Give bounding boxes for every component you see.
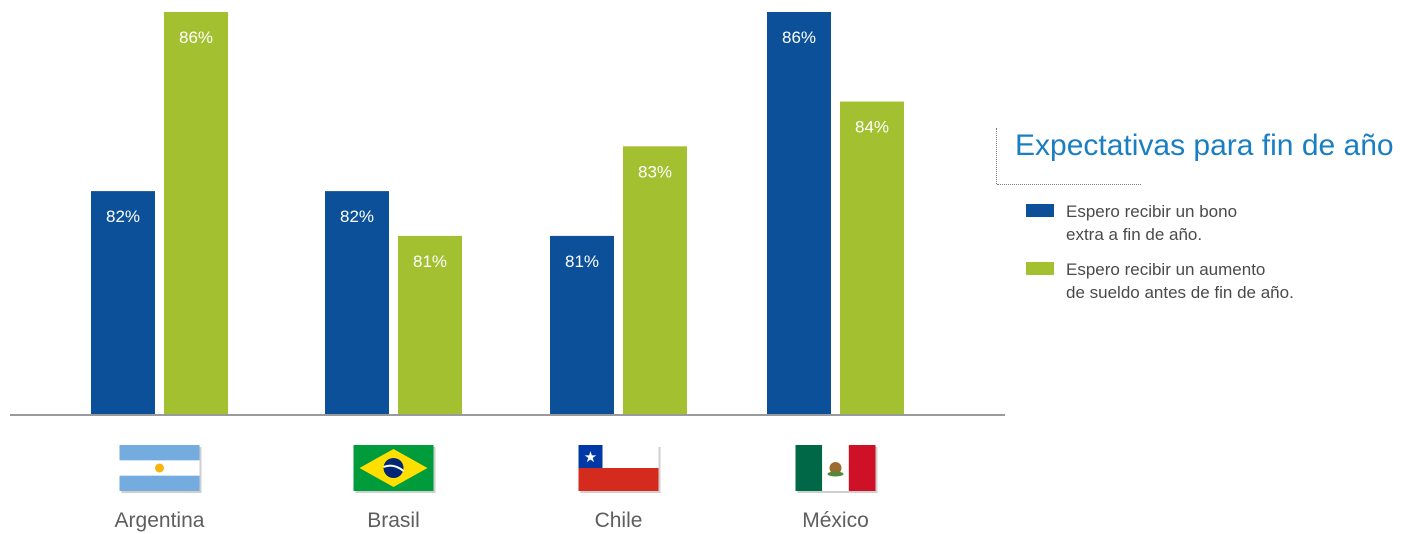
legend-label-aumento-line-1: Espero recibir un aumento [1066,260,1265,279]
bar-value-label-chile-series-1: 81% [565,252,599,271]
chart-legend: Expectativas para fin de año Espero reci… [996,128,1416,316]
bar-value-label-argentina-series-2: 86% [179,28,213,47]
bar-mexico-series-1 [767,12,831,415]
bar-mexico-series-2 [840,102,904,415]
category-label-brasil: Brasil [367,509,420,532]
flag-chile-icon: ★ [579,445,661,493]
bar-chart: 82% 86% 82% 81% 81% 83% 86% 84% ★ Argentina Bras… [0,0,1010,534]
legend-label-aumento: Espero recibir un aumento de sueldo ante… [1066,258,1366,304]
bar-value-label-brasil-series-2: 81% [413,252,447,271]
legend-divider [997,184,1141,185]
bar-value-label-brasil-series-1: 82% [340,207,374,226]
bar-value-label-mexico-series-1: 86% [782,28,816,47]
bar-argentina-series-2 [164,12,228,415]
legend-item-bono: Espero recibir un bono extra a fin de añ… [1026,200,1416,246]
legend-swatch-aumento [1026,262,1054,275]
bar-value-label-argentina-series-1: 82% [106,207,140,226]
legend-items: Espero recibir un bono extra a fin de añ… [996,200,1416,304]
flag-brasil-icon [354,445,436,493]
category-label-mexico: México [802,509,869,532]
legend-item-aumento: Espero recibir un aumento de sueldo ante… [1026,258,1416,304]
bar-value-label-mexico-series-2: 84% [855,118,889,137]
legend-swatch-bono [1026,204,1054,217]
svg-text:★: ★ [584,448,597,466]
legend-label-bono-line-1: Espero recibir un bono [1066,202,1237,221]
legend-label-aumento-line-2: de sueldo antes de fin de año. [1066,283,1294,302]
flag-mexico-icon [796,445,878,493]
legend-title-block: Expectativas para fin de año [996,128,1416,184]
legend-label-bono: Espero recibir un bono extra a fin de añ… [1066,200,1366,246]
category-label-chile: Chile [595,509,643,532]
legend-title: Expectativas para fin de año [1015,128,1416,164]
bar-value-label-chile-series-2: 83% [638,162,672,181]
flag-argentina-icon [120,445,202,493]
category-label-argentina: Argentina [115,509,205,532]
bar-chile-series-2 [623,146,687,415]
legend-label-bono-line-2: extra a fin de año. [1066,225,1202,244]
